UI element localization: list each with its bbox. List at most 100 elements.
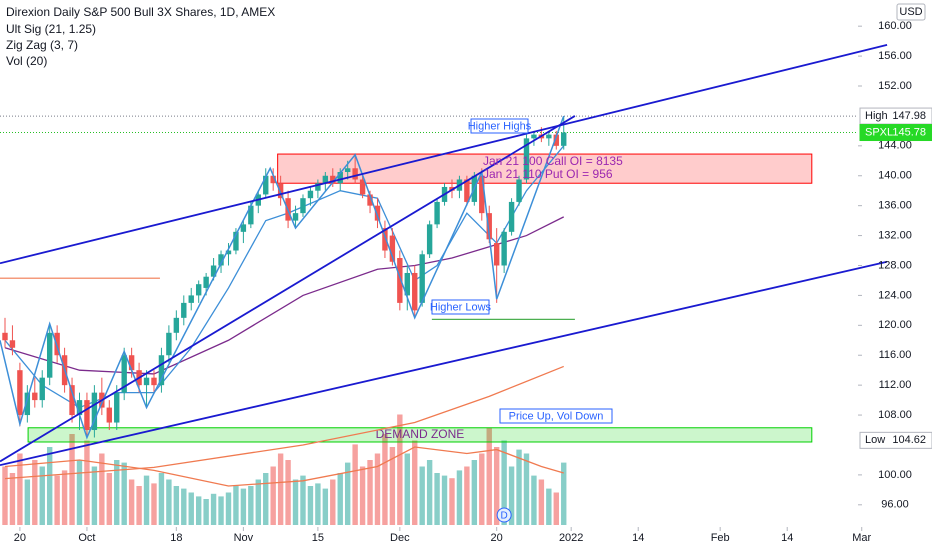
volume-bar bbox=[99, 453, 105, 525]
candle-body bbox=[173, 317, 180, 333]
y-tick-label: 140.00 bbox=[878, 170, 912, 182]
volume-bar bbox=[181, 488, 187, 525]
volume-bar bbox=[434, 473, 440, 525]
last-marker-box bbox=[859, 124, 932, 142]
x-tick-label: Mar bbox=[852, 532, 871, 544]
volume-bar bbox=[479, 453, 485, 525]
volume-bar bbox=[441, 475, 448, 525]
candle-body bbox=[382, 228, 388, 251]
volume-bar bbox=[397, 414, 403, 525]
plot-area: DEMAND ZONE Higher Highs Higher Lows Price … bbox=[0, 43, 888, 525]
x-tick-label: Oct bbox=[78, 532, 95, 544]
volume-bar bbox=[76, 460, 83, 525]
candle-body bbox=[419, 254, 425, 303]
candle-body bbox=[39, 377, 45, 401]
volume-bar bbox=[471, 460, 478, 525]
volume-ma bbox=[4, 446, 564, 487]
volume-bar bbox=[84, 440, 90, 525]
candle-body bbox=[24, 392, 31, 416]
candle-body bbox=[121, 355, 127, 393]
candle-body bbox=[344, 168, 351, 173]
low-marker-label: Low bbox=[865, 434, 885, 446]
candle-body bbox=[523, 138, 530, 180]
volume-bar bbox=[240, 488, 247, 525]
volume-bar bbox=[136, 486, 142, 525]
volume-bar bbox=[17, 453, 23, 525]
candle-body bbox=[203, 276, 209, 288]
last-marker-value: 145.78 bbox=[892, 126, 926, 138]
oi-note: Jan 21 100 Call OI = 8135 bbox=[483, 154, 623, 168]
candle-body bbox=[546, 134, 552, 139]
candle-body bbox=[233, 231, 239, 251]
volume-bar bbox=[270, 466, 276, 525]
volume-bar bbox=[382, 434, 388, 525]
y-tick-label: 152.00 bbox=[878, 80, 912, 92]
y-tick-label: 100.00 bbox=[878, 469, 912, 481]
volume-bar bbox=[553, 492, 559, 525]
volume-bar bbox=[2, 466, 8, 525]
volume-bar bbox=[158, 473, 165, 525]
annotation-box bbox=[470, 118, 529, 134]
oi-note: Jan 21 110 Put OI = 956 bbox=[483, 167, 613, 181]
volume-bar bbox=[225, 492, 232, 525]
volume-bar bbox=[508, 466, 515, 525]
volume-bar bbox=[166, 479, 172, 525]
volume-bar bbox=[61, 470, 68, 525]
y-tick-label: 112.00 bbox=[879, 379, 912, 391]
low-marker-value: 104.62 bbox=[892, 434, 926, 446]
candle-body bbox=[76, 400, 83, 416]
candle-body bbox=[277, 183, 284, 199]
candle-body bbox=[128, 355, 135, 371]
y-tick-label: 128.00 bbox=[878, 259, 912, 271]
candle-body bbox=[2, 332, 8, 341]
y-tick-label: 108.00 bbox=[878, 409, 912, 421]
volume-bar bbox=[523, 453, 530, 525]
candle-body bbox=[292, 213, 299, 221]
candle-body bbox=[493, 243, 500, 266]
volume-bar bbox=[367, 460, 373, 525]
candle-body bbox=[374, 205, 381, 221]
volume-bar bbox=[449, 478, 455, 525]
volume-bar bbox=[344, 462, 351, 525]
volume-bar bbox=[285, 460, 291, 525]
x-tick-label: Feb bbox=[711, 532, 730, 544]
trendline bbox=[0, 260, 888, 467]
zone-label: DEMAND ZONE bbox=[376, 427, 465, 441]
volume-bar bbox=[210, 493, 217, 525]
event-marker bbox=[496, 507, 512, 523]
candle-body bbox=[158, 355, 165, 386]
y-tick-label: 160.00 bbox=[878, 20, 912, 32]
x-tick-label: 14 bbox=[632, 532, 644, 544]
x-tick-label: 15 bbox=[312, 532, 324, 544]
y-tick-label: 144.00 bbox=[878, 140, 912, 152]
x-tick-label: 20 bbox=[14, 532, 26, 544]
volume-bar bbox=[143, 475, 150, 525]
low-marker-box bbox=[859, 431, 932, 449]
volume-bar bbox=[538, 479, 545, 525]
y-tick-label: 124.00 bbox=[878, 289, 912, 301]
candle-body bbox=[307, 190, 314, 199]
y-tick-label: 132.00 bbox=[878, 229, 912, 241]
candle-body bbox=[367, 194, 373, 206]
annotation: Price Up, Vol Down bbox=[509, 410, 604, 422]
volume-bar bbox=[114, 460, 120, 525]
indicator-label: Vol (20) bbox=[6, 54, 47, 68]
volume-bar bbox=[173, 486, 180, 525]
annotation: Higher Highs bbox=[468, 120, 532, 132]
candle-body bbox=[240, 224, 247, 232]
volume-bar bbox=[121, 462, 127, 525]
candle-body bbox=[359, 179, 366, 195]
volume-bar bbox=[248, 486, 254, 525]
ma-slow bbox=[4, 216, 565, 375]
y-tick-label: 156.00 bbox=[878, 50, 912, 62]
candle-body bbox=[516, 179, 522, 202]
volume-bar bbox=[493, 447, 500, 525]
candle-body bbox=[397, 258, 403, 303]
candle-body bbox=[531, 134, 537, 139]
volume-bar bbox=[218, 496, 224, 525]
x-tick-label: 20 bbox=[491, 532, 503, 544]
volume-bar bbox=[54, 475, 60, 525]
volume-bar bbox=[389, 447, 396, 525]
